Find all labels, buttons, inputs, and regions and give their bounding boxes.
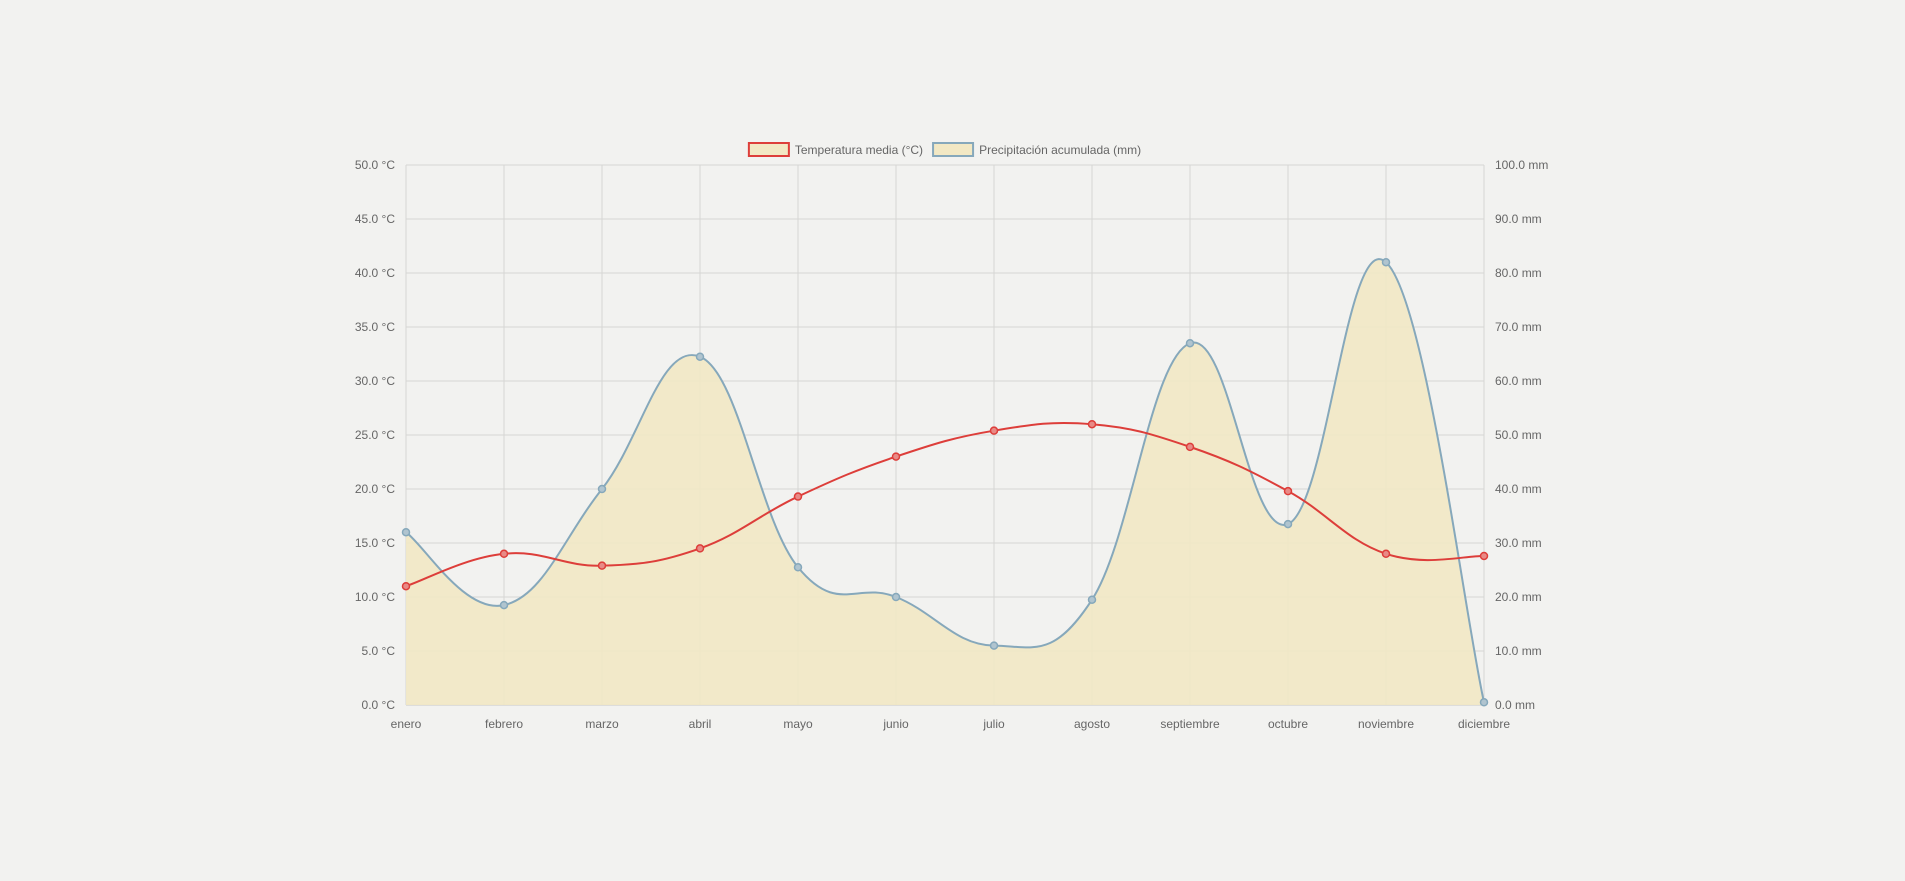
x-tick-label: septiembre <box>1160 717 1220 731</box>
x-tick-label: diciembre <box>1458 717 1510 731</box>
legend-label-precipitation: Precipitación acumulada (mm) <box>979 143 1141 157</box>
legend-swatch-temperature <box>747 142 790 157</box>
precipitation-point-marzo[interactable] <box>597 484 607 494</box>
x-tick-label: enero <box>391 717 422 731</box>
temperature-point-enero[interactable] <box>401 581 411 591</box>
temperature-point-octubre[interactable] <box>1283 486 1293 496</box>
y-right-tick-label: 10.0 mm <box>1495 644 1542 658</box>
precipitation-line <box>405 258 1485 703</box>
x-tick-label: junio <box>882 717 909 731</box>
temperature-point-junio[interactable] <box>891 452 901 461</box>
temperature-point-agosto[interactable] <box>1087 419 1097 429</box>
legend-swatch-precipitation <box>932 142 975 157</box>
y-right-tick-label: 50.0 mm <box>1495 428 1542 442</box>
temperature-line <box>405 421 1485 588</box>
legend: Temperatura media (°C) Precipitación acum… <box>747 142 1141 157</box>
precipitation-area <box>406 259 1484 705</box>
y-left-tick-label: 20.0 °C <box>355 482 395 496</box>
precipitation-point-mayo[interactable] <box>793 563 803 572</box>
temperature-point-marzo[interactable] <box>597 561 607 570</box>
x-tick-label: abril <box>689 717 712 731</box>
x-axis: enero febrero marzo abril mayo junio julio agos… <box>391 717 1511 731</box>
series-line-layer <box>405 258 1485 703</box>
precipitation-point-diciembre[interactable] <box>1479 698 1489 707</box>
y-left-tick-label: 50.0 °C <box>355 158 395 172</box>
y-left-tick-label: 0.0 °C <box>362 698 396 712</box>
x-tick-label: febrero <box>485 717 523 731</box>
x-tick-label: octubre <box>1268 717 1308 731</box>
precipitation-point-noviembre[interactable] <box>1381 257 1391 267</box>
x-tick-label: mayo <box>783 717 813 731</box>
y-right-tick-label: 100.0 mm <box>1495 158 1548 172</box>
y-right-tick-label: 40.0 mm <box>1495 482 1542 496</box>
y-left-tick-label: 40.0 °C <box>355 266 395 280</box>
precipitation-point-septiembre[interactable] <box>1185 338 1195 348</box>
y-right-tick-label: 70.0 mm <box>1495 320 1542 334</box>
series-point-layer <box>401 257 1489 707</box>
y-right-tick-label: 30.0 mm <box>1495 536 1542 550</box>
y-left-tick-label: 5.0 °C <box>362 644 396 658</box>
y-right-tick-label: 20.0 mm <box>1495 590 1542 604</box>
precipitation-point-febrero[interactable] <box>499 600 509 610</box>
y-right-tick-label: 80.0 mm <box>1495 266 1542 280</box>
series-area-layer <box>406 259 1484 705</box>
x-tick-label: marzo <box>585 717 619 731</box>
x-tick-label: agosto <box>1074 717 1110 731</box>
precipitation-point-junio[interactable] <box>891 592 901 602</box>
legend-item-temperature[interactable]: Temperatura media (°C) <box>747 142 923 157</box>
legend-item-precipitation[interactable]: Precipitación acumulada (mm) <box>932 142 1141 157</box>
y-left-tick-label: 45.0 °C <box>355 212 395 226</box>
y-left-tick-label: 35.0 °C <box>355 320 395 334</box>
precipitation-point-agosto[interactable] <box>1087 595 1097 604</box>
temperature-point-diciembre[interactable] <box>1479 551 1489 561</box>
x-tick-label: noviembre <box>1358 717 1414 731</box>
y-axis-left: 0.0 °C 5.0 °C 10.0 °C 15.0 °C 20.0 °C 25.0 °C… <box>355 158 395 712</box>
temperature-point-septiembre[interactable] <box>1185 442 1195 452</box>
temperature-point-julio[interactable] <box>989 426 999 435</box>
y-left-tick-label: 10.0 °C <box>355 590 395 604</box>
y-left-tick-label: 25.0 °C <box>355 428 395 442</box>
precipitation-point-octubre[interactable] <box>1283 519 1293 529</box>
precipitation-point-julio[interactable] <box>989 641 999 650</box>
precipitation-point-abril[interactable] <box>695 352 705 361</box>
temperature-point-noviembre[interactable] <box>1381 549 1391 559</box>
y-right-tick-label: 60.0 mm <box>1495 374 1542 388</box>
y-axis-right: 0.0 mm 10.0 mm 20.0 mm 30.0 mm 40.0 mm 50.0 m… <box>1495 158 1548 712</box>
y-right-tick-label: 90.0 mm <box>1495 212 1542 226</box>
precipitation-point-enero[interactable] <box>401 527 411 537</box>
y-left-tick-label: 30.0 °C <box>355 374 395 388</box>
x-tick-label: julio <box>982 717 1005 731</box>
legend-label-temperature: Temperatura media (°C) <box>795 143 923 157</box>
temperature-point-febrero[interactable] <box>499 549 509 559</box>
temperature-point-abril[interactable] <box>695 544 705 553</box>
y-left-tick-label: 15.0 °C <box>355 536 395 550</box>
temperature-point-mayo[interactable] <box>793 492 803 501</box>
y-right-tick-label: 0.0 mm <box>1495 698 1535 712</box>
